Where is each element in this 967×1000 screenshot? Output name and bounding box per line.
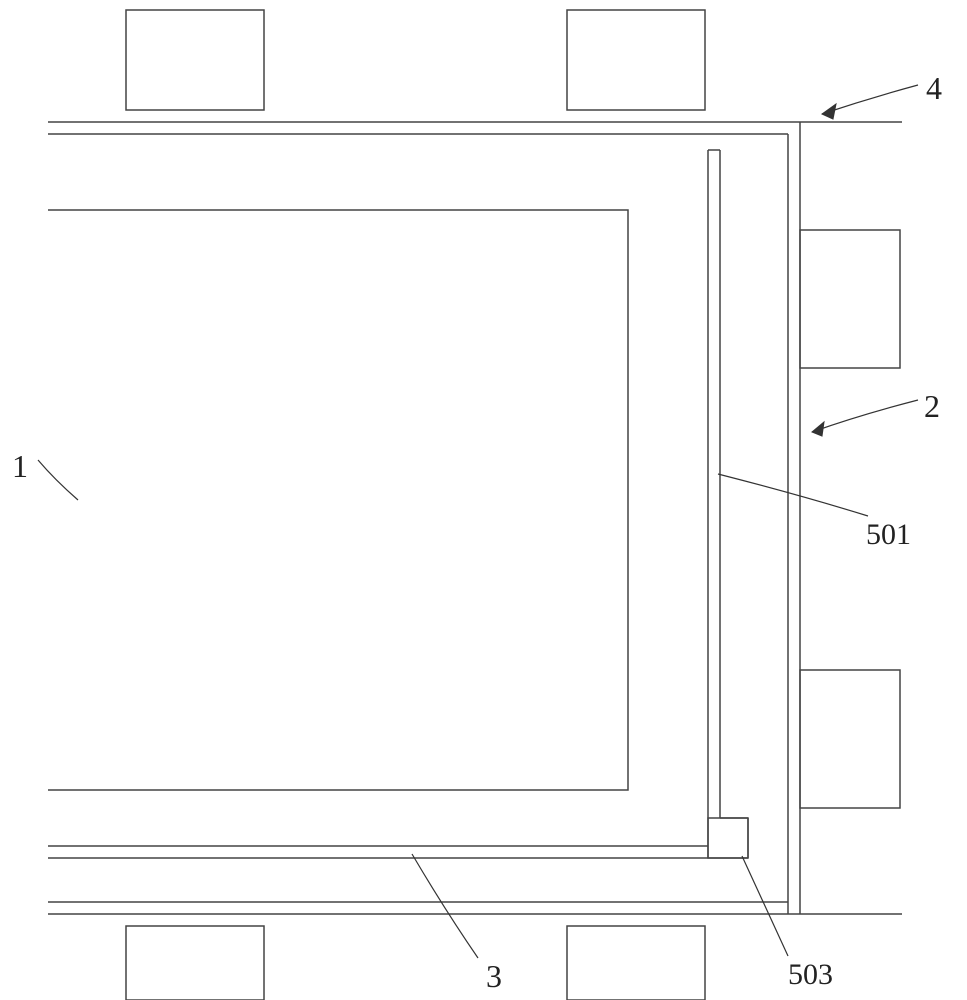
leader-501 — [718, 474, 868, 516]
arrow-4 — [822, 104, 836, 119]
right-tab-1 — [800, 230, 900, 368]
top-tab-1 — [126, 10, 264, 110]
label-3: 3 — [486, 958, 502, 995]
bottom-tab-2 — [567, 926, 705, 1000]
engineering-diagram: 1 2 3 4 501 503 — [0, 0, 967, 1000]
top-tab-2 — [567, 10, 705, 110]
label-2: 2 — [924, 388, 940, 425]
arrow-2 — [812, 422, 824, 436]
leader-503 — [742, 856, 788, 956]
leader-4 — [822, 85, 918, 114]
diagram-svg — [0, 0, 967, 1000]
label-501: 501 — [866, 518, 911, 552]
leader-2 — [812, 400, 918, 432]
right-tab-2 — [800, 670, 900, 808]
leader-1 — [38, 460, 78, 500]
corner-block — [708, 818, 748, 858]
label-4: 4 — [926, 70, 942, 107]
label-503: 503 — [788, 958, 833, 992]
center-rect — [48, 210, 628, 790]
label-1: 1 — [12, 448, 28, 485]
bottom-tab-1 — [126, 926, 264, 1000]
leader-3 — [412, 854, 478, 958]
